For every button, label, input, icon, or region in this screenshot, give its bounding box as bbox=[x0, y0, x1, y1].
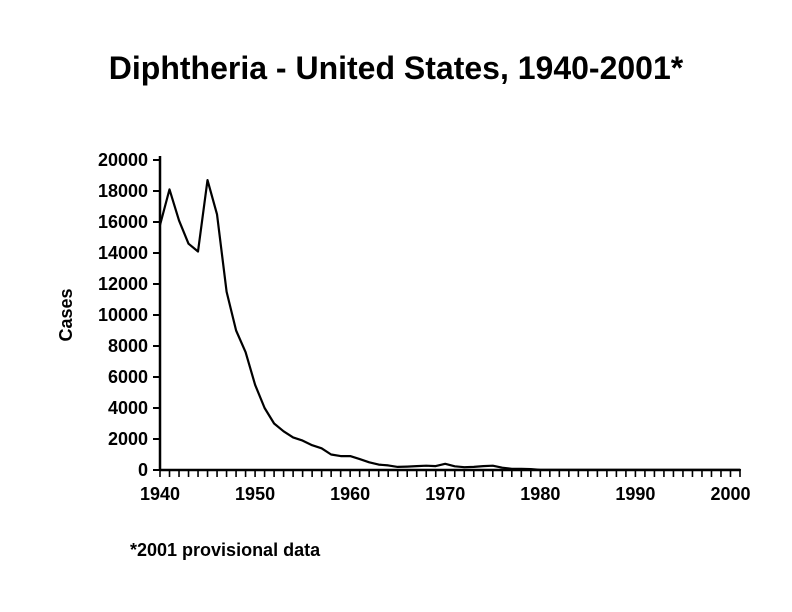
chart-title: Diphtheria - United States, 1940-2001* bbox=[0, 50, 792, 87]
chart-container: 0 2000 4000 6000 8000 10000 12000 14000 16000 180… bbox=[50, 150, 750, 520]
data-line bbox=[160, 180, 740, 470]
y-tick-label: 14000 bbox=[98, 243, 148, 263]
y-tick-label: 20000 bbox=[98, 150, 148, 170]
y-tick-label: 8000 bbox=[108, 336, 148, 356]
y-tick-label: 18000 bbox=[98, 181, 148, 201]
x-tick-label: 1980 bbox=[520, 484, 560, 504]
y-tick-label: 6000 bbox=[108, 367, 148, 387]
y-tick-label: 4000 bbox=[108, 398, 148, 418]
y-tick-label: 10000 bbox=[98, 305, 148, 325]
x-tick-label: 1940 bbox=[140, 484, 180, 504]
x-tick-label: 1970 bbox=[425, 484, 465, 504]
x-tick-label: 2000 bbox=[710, 484, 750, 504]
y-axis-label: Cases bbox=[56, 288, 76, 341]
x-tick-label: 1950 bbox=[235, 484, 275, 504]
y-tick-label: 2000 bbox=[108, 429, 148, 449]
footnote: *2001 provisional data bbox=[130, 540, 320, 561]
y-tick-label: 16000 bbox=[98, 212, 148, 232]
y-tick-label: 12000 bbox=[98, 274, 148, 294]
y-tick-label: 0 bbox=[138, 460, 148, 480]
x-tick-label: 1990 bbox=[615, 484, 655, 504]
x-tick-label: 1960 bbox=[330, 484, 370, 504]
